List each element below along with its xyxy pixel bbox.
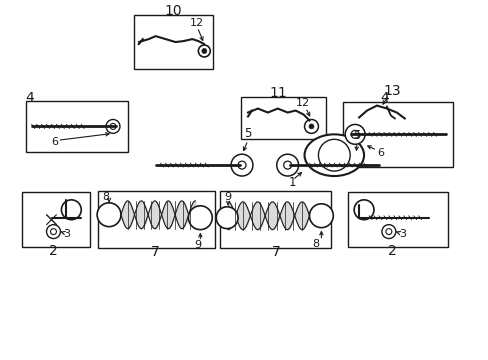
Text: 9: 9 [193,240,201,251]
Circle shape [238,161,245,169]
Circle shape [97,203,121,227]
Circle shape [318,139,349,171]
Circle shape [231,154,252,176]
Text: 12: 12 [190,18,204,28]
Text: 10: 10 [164,4,182,18]
Text: 8: 8 [102,192,109,202]
Text: 5: 5 [244,127,251,140]
Text: 3: 3 [398,229,405,239]
Text: 6: 6 [51,137,59,147]
Circle shape [198,45,210,57]
Bar [241,96,325,139]
Text: 2: 2 [387,244,396,258]
Circle shape [308,124,313,129]
Circle shape [276,154,298,176]
Circle shape [350,130,358,138]
Circle shape [381,225,395,239]
Bar [98,191,215,248]
Text: 2: 2 [49,244,58,258]
Text: 1: 1 [288,176,296,189]
Circle shape [46,225,61,239]
Bar [134,15,213,69]
Bar [220,191,331,248]
Circle shape [50,229,56,235]
Circle shape [283,161,291,169]
Text: 11: 11 [269,86,287,100]
Circle shape [110,123,116,129]
Circle shape [106,120,120,133]
Text: 12: 12 [295,98,309,108]
Circle shape [202,49,206,54]
Text: 4: 4 [26,91,34,105]
Text: 7: 7 [271,246,280,260]
Circle shape [188,206,212,230]
Text: 3: 3 [63,229,70,239]
Circle shape [304,120,318,133]
Text: 5: 5 [353,129,360,142]
Ellipse shape [304,134,364,176]
Circle shape [309,204,333,228]
Text: 13: 13 [382,84,400,98]
Bar [26,100,128,152]
Circle shape [216,207,238,229]
Text: 4: 4 [379,91,388,105]
Bar [347,192,447,247]
Circle shape [385,229,391,235]
Text: 8: 8 [311,239,318,248]
Bar [21,192,90,247]
Text: 7: 7 [151,246,160,260]
Bar [343,102,452,167]
Text: 9: 9 [224,192,231,202]
Text: 6: 6 [376,148,383,158]
Circle shape [61,200,81,220]
Circle shape [345,125,365,144]
Circle shape [353,200,373,220]
